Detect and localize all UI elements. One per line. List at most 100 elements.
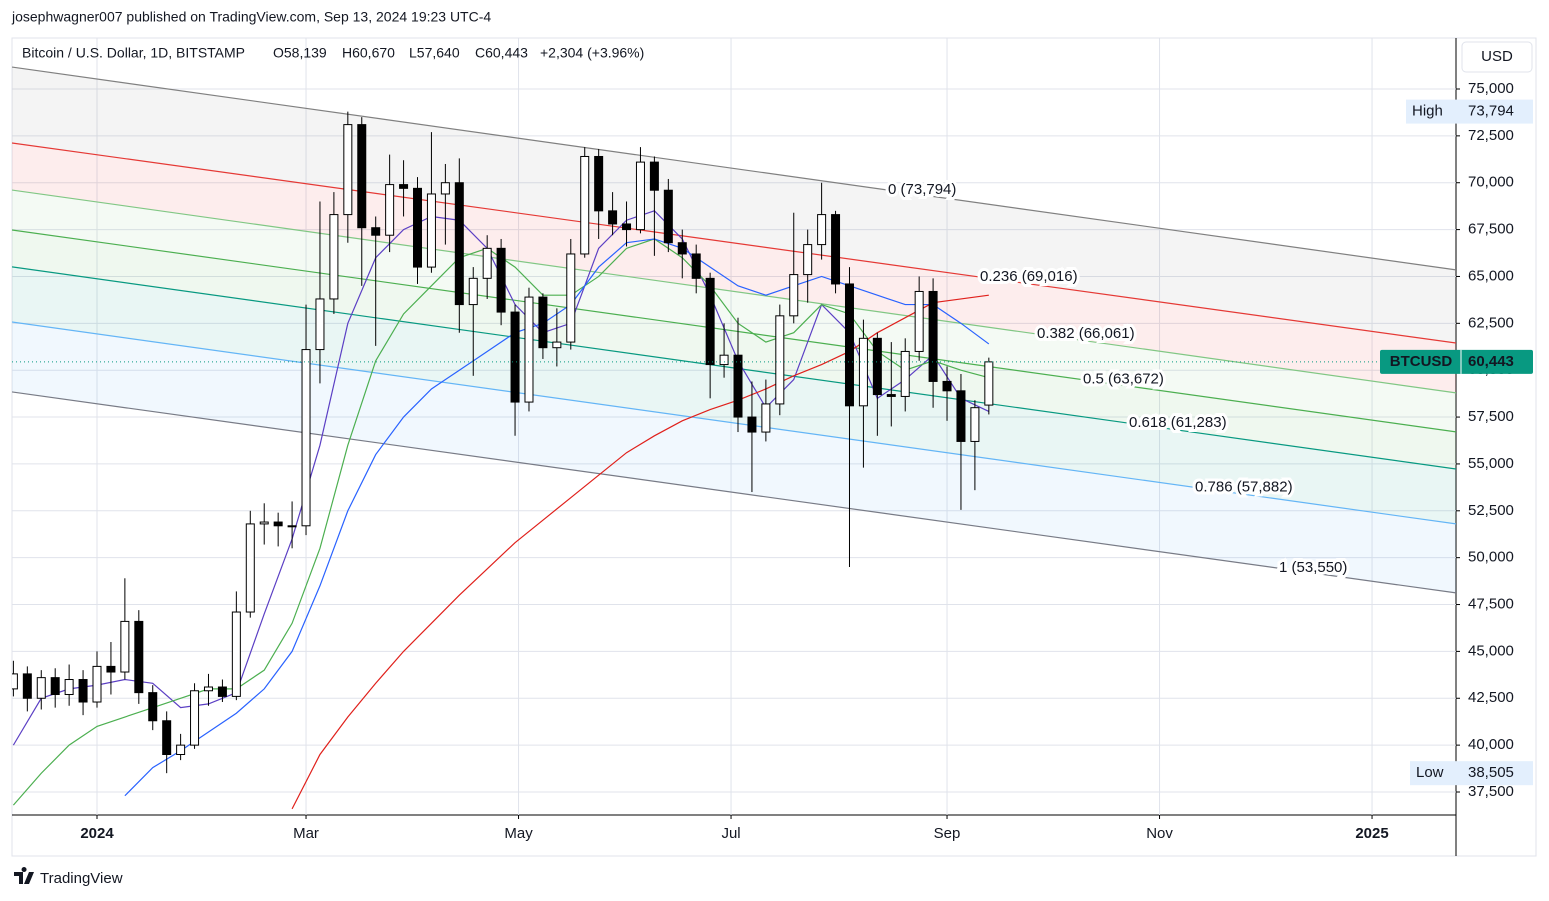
candle-body [36,677,46,699]
chart-frame [11,37,1537,857]
candle-body [552,341,562,349]
x-tick-label: May [504,825,533,842]
candle-body [844,283,854,407]
candle-body [440,182,450,195]
fib-label: 0.786 (57,882) [1195,478,1293,495]
candle-body [691,253,701,279]
candle-body [858,337,868,407]
fib-line [12,189,1456,394]
candle-body [92,665,102,703]
logo-text: TradingView [40,870,123,887]
candle-body [203,686,213,692]
x-tick-label: Mar [293,825,319,842]
candle-body [329,214,339,300]
fib-band [12,67,1456,344]
candle-body [538,296,548,349]
candle-body [64,679,74,696]
fib-label: 0.236 (69,016) [980,268,1078,285]
candle-body [482,247,492,279]
candle-body [50,677,60,696]
candle-body [789,274,799,317]
candle-body [385,184,395,236]
fib-label: 0.382 (66,061) [1037,325,1135,342]
fib-band [12,322,1456,593]
candle-body [287,525,297,528]
y-tick-label: 65,000 [1468,267,1514,284]
legend-value: H60,670 [342,45,395,61]
candle-body [399,184,409,189]
y-tick-label: 42,500 [1468,689,1514,706]
candle-body [886,394,896,397]
candle-body [761,403,771,433]
candle-body [259,521,269,525]
candle-body [496,247,506,313]
candle-body [872,337,882,396]
high-marker-label: High [1412,103,1443,120]
currency-button[interactable] [1461,41,1533,73]
candle-body [608,210,618,225]
candle-body [413,187,423,268]
legend-value: +2,304 (+3.96%) [540,45,644,61]
candle-body [190,690,200,746]
candle-body [273,521,283,527]
candle-body [106,665,116,673]
candle-body [371,227,381,236]
logo: TradingView [14,867,123,887]
legend-value: C60,443 [475,45,528,61]
last-price: 60,443 [1468,353,1514,370]
y-tick-label: 55,000 [1468,455,1514,472]
candle-body [357,124,367,229]
plot-area [12,111,1456,810]
fib-band [12,142,1456,393]
candle-body [928,290,938,382]
candle-body [162,720,172,756]
moving-average [291,294,989,810]
y-tick-label: 45,000 [1468,642,1514,659]
byline: josephwagner007 published on TradingView… [11,9,491,25]
y-tick-label: 70,000 [1468,174,1514,191]
low-marker-label: Low [1416,764,1444,781]
logo-icon [14,867,34,884]
fib-label: 1 (53,550) [1279,559,1347,576]
x-tick-label: Nov [1146,825,1173,842]
y-tick-label: 57,500 [1468,408,1514,425]
x-tick-label: 2024 [80,825,114,842]
candle-body [663,189,673,244]
candle-body [231,611,241,697]
candle-body [78,679,88,703]
symbol-title: Bitcoin / U.S. Dollar, 1D, BITSTAMP [22,45,245,61]
candle-body [956,390,966,442]
y-tick-label: 37,500 [1468,783,1514,800]
x-tick-label: Jul [721,825,740,842]
candle-body [747,416,757,433]
fib-bands [12,66,1456,594]
candle-body [22,673,32,699]
overlay: 37,500 40,000 42,500 45,000 47,500 50,000 52,5… [80,80,1533,842]
candle-body [12,673,18,690]
candle-body [510,311,520,403]
fib-label: 0.5 (63,672) [1083,371,1164,388]
y-tick-label: 67,500 [1468,221,1514,238]
fib-line [12,66,1456,271]
y-tick-label: 62,500 [1468,314,1514,331]
candle-body [705,277,715,366]
candle-body [524,296,534,403]
candle-body [217,686,227,697]
high-marker-value: 73,794 [1468,103,1514,120]
candle-body [134,620,144,694]
candle-body [468,277,478,306]
candle-body [622,223,632,231]
fib-band [12,190,1456,432]
candle-body [942,380,952,392]
candle-body [454,182,464,306]
currency: USD [1481,48,1513,65]
candle-body [677,242,687,255]
fib-line [12,321,1456,525]
candle-body [914,290,924,352]
last-price-box [1380,349,1533,374]
candle-body [594,155,604,212]
y-tick-label: 50,000 [1468,549,1514,566]
y-tick-label: 52,500 [1468,502,1514,519]
x-tick-label: 2025 [1355,825,1388,842]
